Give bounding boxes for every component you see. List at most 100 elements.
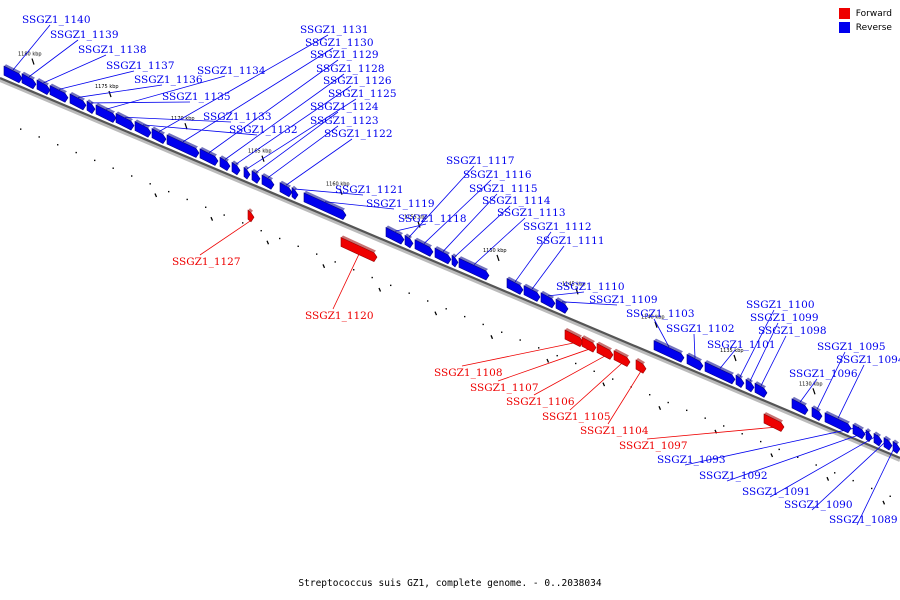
- tick-mark: [339, 188, 343, 195]
- gene-feature-shade: [565, 328, 582, 338]
- gene-feature-shade: [597, 341, 612, 351]
- gene-feature-shade: [252, 168, 259, 175]
- gene-feature-shade: [893, 439, 899, 445]
- scale-dot: [667, 401, 669, 404]
- tick-label: 1145 kbp: [562, 281, 586, 287]
- scale-dot: [501, 331, 503, 333]
- gene-feature-ssgz1-1096: [791, 398, 809, 416]
- leader-line: [394, 223, 427, 232]
- leader-line: [719, 349, 736, 369]
- tick-label: 1150 kbp: [483, 248, 507, 254]
- gene-label-ssgz1-1114: SSGZ1_1114: [482, 195, 551, 207]
- leader-line: [646, 426, 775, 440]
- gene-label-ssgz1-1133: SSGZ1_1133: [203, 111, 272, 123]
- gene-label-ssgz1-1112: SSGZ1_1112: [523, 221, 592, 233]
- gene-label-ssgz1-1095: SSGZ1_1095: [817, 341, 886, 353]
- leader-line: [182, 47, 334, 143]
- scale-dot: [760, 440, 762, 443]
- scale-dot: [408, 292, 410, 294]
- gene-label-ssgz1-1100: SSGZ1_1100: [746, 299, 815, 311]
- leader-line: [267, 125, 339, 178]
- tick-mark: [108, 90, 112, 98]
- gene-feature-shade: [764, 412, 783, 423]
- leader-line: [856, 442, 897, 526]
- axis-shadow: [0, 78, 900, 462]
- leader-line: [607, 370, 642, 425]
- gene-label-ssgz1-1102: SSGZ1_1102: [666, 323, 735, 335]
- gene-label-ssgz1-1094: SSGZ1_1094: [836, 354, 900, 366]
- gene-feature-ssgz1-1133: [115, 112, 135, 131]
- gene-label-ssgz1-1107: SSGZ1_1107: [470, 382, 539, 394]
- gene-feature-shade: [636, 358, 645, 365]
- tick-label: 1165 kbp: [248, 149, 272, 155]
- scale-dot: [852, 479, 854, 482]
- axis-line: [0, 76, 900, 460]
- leader-line: [531, 245, 565, 290]
- gene-feature-ssgz1-1136: [69, 93, 87, 111]
- gene-feature-ssgz1-1124: [251, 170, 261, 184]
- scale-dot: [353, 269, 355, 271]
- gene-feature-shade: [304, 190, 345, 211]
- gene-feature-shade: [50, 83, 67, 94]
- gene-feature-shade: [167, 133, 198, 149]
- scale-dot: [94, 159, 96, 162]
- scale-dot: [168, 190, 170, 193]
- leader-line: [726, 431, 870, 482]
- scale-dot: [778, 448, 780, 451]
- scale-dot: [38, 136, 40, 138]
- tick-mark: [184, 123, 188, 130]
- leader-line: [28, 39, 79, 78]
- leader-line: [442, 193, 498, 252]
- scale-dot: [815, 464, 817, 466]
- scale-dot: [797, 456, 799, 458]
- gene-feature-ssgz1-1128: [219, 156, 231, 172]
- gene-label-ssgz1-1139: SSGZ1_1139: [50, 29, 119, 41]
- scale-dot: [390, 284, 392, 287]
- scale-dot: [112, 167, 114, 169]
- leader-line: [816, 351, 846, 410]
- gene-feature-shade: [415, 237, 432, 248]
- leader-line: [408, 165, 475, 238]
- gene-features: [3, 64, 900, 454]
- gene-feature-shade: [70, 92, 85, 101]
- legend-item-reverse: Reverse: [838, 22, 892, 33]
- scale-dash: [882, 500, 886, 505]
- tick-mark: [733, 354, 737, 362]
- gene-feature-ssgz1-1123: [261, 174, 275, 190]
- leader-line: [199, 220, 252, 256]
- gene-label-ssgz1-1101: SSGZ1_1101: [707, 339, 776, 351]
- scale-dash: [210, 216, 214, 221]
- gene-feature-shade: [705, 360, 734, 375]
- leader-line: [324, 201, 395, 210]
- leader-line: [473, 217, 526, 265]
- tick-mark: [654, 321, 658, 328]
- leader-line: [158, 34, 329, 132]
- gene-feature-shade: [825, 410, 850, 424]
- gene-feature-ssgz1-1119: [303, 192, 347, 220]
- scale-dot: [371, 276, 373, 279]
- scale-dot: [260, 229, 262, 232]
- gene-label-ssgz1-1120: SSGZ1_1120: [305, 310, 374, 322]
- leader-line: [693, 333, 696, 358]
- tick-label: 1160 kbp: [326, 182, 350, 188]
- gene-label-ssgz1-1105: SSGZ1_1105: [542, 411, 611, 423]
- gene-label-ssgz1-1123: SSGZ1_1123: [310, 115, 379, 127]
- gene-label-ssgz1-1124: SSGZ1_1124: [310, 101, 379, 113]
- gene-feature-shade: [232, 160, 239, 166]
- gene-label-ssgz1-1109: SSGZ1_1109: [589, 294, 658, 306]
- gene-feature-shade: [22, 71, 35, 80]
- leader-line: [224, 73, 345, 160]
- gene-feature-shade: [341, 235, 376, 253]
- gene-feature-shade: [507, 276, 522, 286]
- gene-feature-shade: [4, 64, 21, 74]
- scale-dot: [316, 253, 318, 255]
- leader-line: [569, 362, 623, 411]
- leader-line: [294, 188, 364, 196]
- leader-line: [142, 124, 258, 136]
- gene-label-ssgz1-1116: SSGZ1_1116: [463, 169, 532, 181]
- gene-feature-ssgz1-1114: [451, 254, 459, 268]
- leader-line: [255, 111, 339, 173]
- scale-dot: [538, 347, 540, 349]
- gene-label-ssgz1-1103: SSGZ1_1103: [626, 308, 695, 320]
